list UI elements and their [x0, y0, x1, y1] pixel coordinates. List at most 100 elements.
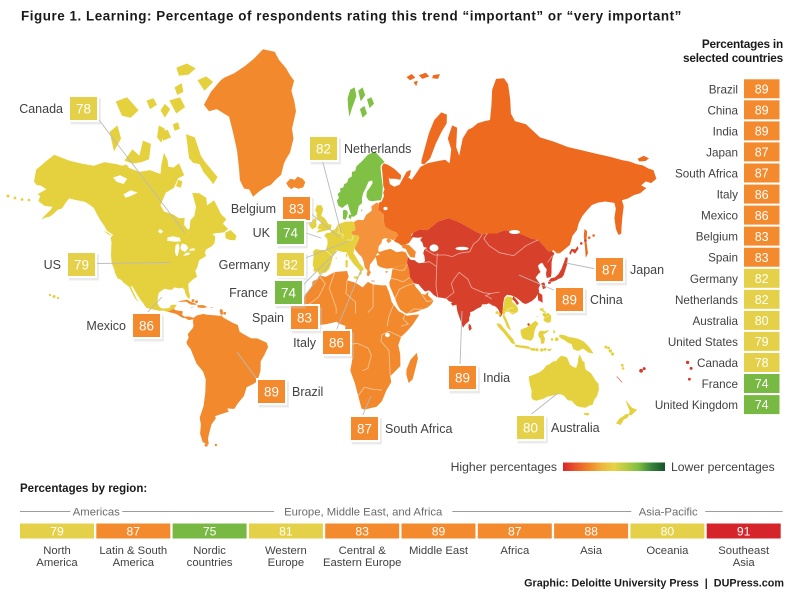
svg-text:Japan: Japan: [630, 263, 664, 277]
svg-text:Figure 1. Learning: Percentage: Figure 1. Learning: Percentage of respon…: [21, 9, 682, 24]
svg-text:Germany: Germany: [219, 258, 271, 272]
svg-text:Graphic: Deloitte University P: Graphic: Deloitte University Press | DUP…: [524, 578, 784, 590]
svg-text:Netherlands: Netherlands: [675, 294, 738, 307]
svg-text:82: 82: [316, 142, 331, 157]
svg-text:Belgium: Belgium: [696, 231, 738, 244]
svg-text:91: 91: [737, 525, 751, 539]
svg-text:82: 82: [283, 258, 298, 273]
svg-text:86: 86: [755, 188, 769, 202]
svg-text:Eastern Europe: Eastern Europe: [323, 557, 402, 569]
svg-text:80: 80: [523, 421, 538, 436]
svg-text:China: China: [590, 293, 623, 307]
svg-text:India: India: [483, 371, 510, 385]
svg-text:Japan: Japan: [706, 146, 738, 159]
svg-text:83: 83: [755, 251, 769, 265]
svg-text:China: China: [707, 104, 738, 117]
svg-text:Spain: Spain: [252, 311, 284, 325]
svg-text:Asia: Asia: [580, 545, 603, 557]
svg-text:Asia-Pacific: Asia-Pacific: [639, 507, 698, 519]
svg-text:80: 80: [755, 314, 769, 328]
svg-text:87: 87: [602, 263, 617, 278]
svg-text:Nordic: Nordic: [193, 545, 226, 557]
svg-text:89: 89: [455, 371, 470, 386]
svg-text:Americas: Americas: [73, 507, 120, 519]
svg-text:Australia: Australia: [551, 421, 600, 435]
svg-text:Higher percentages: Higher percentages: [451, 460, 557, 474]
svg-text:Oceania: Oceania: [646, 545, 689, 557]
svg-text:South Africa: South Africa: [385, 422, 452, 436]
svg-text:North: North: [43, 545, 71, 557]
svg-text:89: 89: [562, 293, 577, 308]
svg-text:83: 83: [289, 202, 304, 217]
svg-text:Latin & South: Latin & South: [99, 545, 167, 557]
svg-text:Brazil: Brazil: [709, 83, 738, 96]
svg-text:South Africa: South Africa: [675, 168, 739, 181]
svg-text:America: America: [36, 557, 78, 569]
svg-text:80: 80: [661, 525, 675, 539]
svg-text:Percentages by region:: Percentages by region:: [20, 483, 147, 495]
svg-text:86: 86: [139, 319, 154, 334]
svg-text:Lower percentages: Lower percentages: [671, 460, 775, 474]
svg-text:Asia: Asia: [733, 557, 756, 569]
svg-text:India: India: [713, 125, 739, 138]
svg-text:75: 75: [203, 525, 217, 539]
svg-text:74: 74: [755, 377, 769, 391]
svg-text:Percentages in: Percentages in: [702, 37, 783, 51]
svg-text:Europe, Middle East, and Afric: Europe, Middle East, and Africa: [284, 507, 443, 519]
svg-text:89: 89: [755, 104, 769, 118]
svg-text:Brazil: Brazil: [292, 385, 323, 399]
svg-text:87: 87: [755, 167, 769, 181]
svg-text:74: 74: [283, 226, 298, 241]
svg-text:87: 87: [755, 146, 769, 160]
svg-text:United States: United States: [668, 336, 738, 349]
svg-text:81: 81: [279, 525, 293, 539]
svg-text:86: 86: [755, 209, 769, 223]
svg-text:89: 89: [755, 83, 769, 97]
svg-text:82: 82: [755, 293, 769, 307]
svg-text:79: 79: [755, 335, 769, 349]
svg-text:Middle East: Middle East: [409, 545, 469, 557]
svg-text:86: 86: [329, 336, 344, 351]
svg-text:87: 87: [508, 525, 522, 539]
svg-text:79: 79: [50, 525, 64, 539]
svg-text:89: 89: [432, 525, 446, 539]
svg-text:United Kingdom: United Kingdom: [655, 399, 738, 412]
svg-text:Southeast: Southeast: [718, 545, 770, 557]
svg-text:Belgium: Belgium: [231, 202, 276, 216]
svg-text:79: 79: [74, 258, 89, 273]
svg-text:Canada: Canada: [697, 357, 738, 370]
svg-text:74: 74: [281, 286, 296, 301]
svg-text:Western: Western: [265, 545, 307, 557]
svg-text:Europe: Europe: [268, 557, 304, 569]
svg-text:UK: UK: [253, 226, 271, 240]
svg-text:Netherlands: Netherlands: [344, 142, 411, 156]
svg-text:Mexico: Mexico: [701, 210, 739, 223]
svg-text:selected countries: selected countries: [683, 51, 784, 65]
svg-text:78: 78: [76, 102, 91, 117]
svg-text:89: 89: [755, 125, 769, 139]
svg-text:Mexico: Mexico: [86, 319, 126, 333]
svg-text:87: 87: [357, 422, 372, 437]
svg-text:74: 74: [755, 398, 769, 412]
svg-text:87: 87: [127, 525, 141, 539]
svg-text:83: 83: [755, 230, 769, 244]
svg-text:83: 83: [355, 525, 369, 539]
svg-text:Italy: Italy: [293, 336, 317, 350]
svg-text:Africa: Africa: [500, 545, 530, 557]
svg-text:83: 83: [297, 311, 312, 326]
svg-text:78: 78: [755, 356, 769, 370]
svg-text:France: France: [702, 378, 738, 391]
svg-text:France: France: [229, 286, 268, 300]
svg-text:88: 88: [584, 525, 598, 539]
svg-text:89: 89: [264, 385, 279, 400]
svg-text:82: 82: [755, 272, 769, 286]
svg-text:countries: countries: [187, 557, 233, 569]
svg-text:Spain: Spain: [708, 252, 738, 265]
svg-text:Australia: Australia: [693, 315, 739, 328]
svg-text:Canada: Canada: [19, 102, 63, 116]
svg-text:Central &: Central &: [339, 545, 387, 557]
svg-text:US: US: [44, 258, 61, 272]
svg-text:America: America: [113, 557, 155, 569]
svg-text:Italy: Italy: [717, 189, 739, 202]
svg-text:Germany: Germany: [690, 273, 738, 286]
